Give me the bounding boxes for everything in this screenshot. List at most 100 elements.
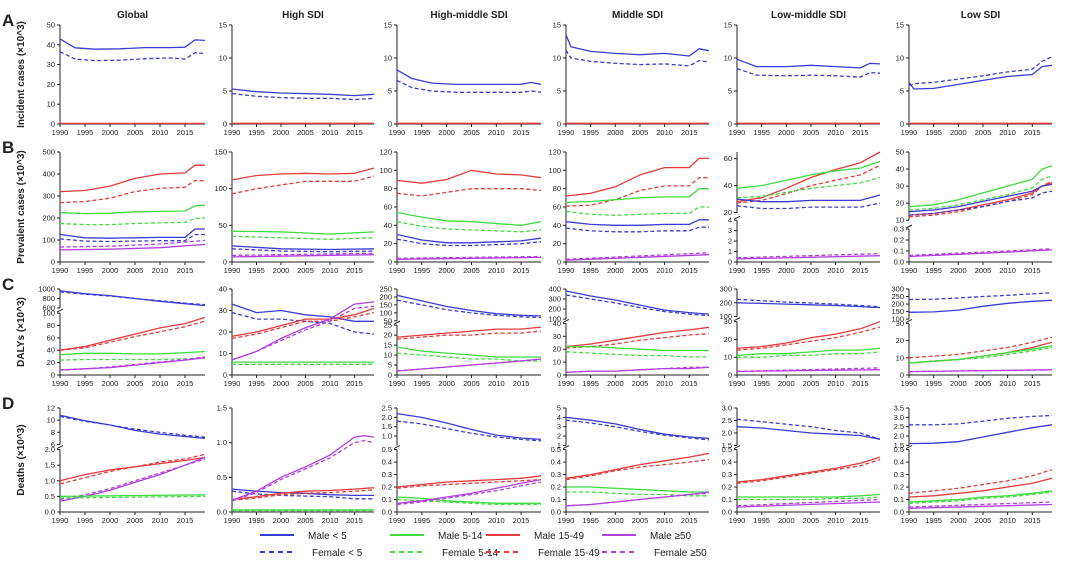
y-tick-label: 20 xyxy=(553,345,561,354)
series-line xyxy=(908,424,1053,445)
x-tick-label: 1990 xyxy=(901,379,918,388)
y-tick-label: 50 xyxy=(219,221,227,230)
x-tick-label: 2000 xyxy=(778,266,795,275)
x-tick-label: 2015 xyxy=(346,379,363,388)
x-tick-label: 2010 xyxy=(488,516,505,525)
x-tick-label: 2015 xyxy=(681,128,698,137)
panel-B-2: 1990 1995 2000 2005 2010 2015 0 20 40 60 80 100 120 xyxy=(379,148,542,275)
series-line xyxy=(565,177,709,207)
series-line xyxy=(736,501,881,508)
y-tick-label: 40 xyxy=(553,221,561,230)
series-line xyxy=(566,345,709,352)
series-line xyxy=(908,341,1053,364)
y-tick-label: 12 xyxy=(47,404,55,413)
panel-B-3: 1990 1995 2000 2005 2010 2015 0 20 40 60 80 100 120 xyxy=(548,148,710,275)
series-line xyxy=(396,238,542,247)
series-line xyxy=(565,366,709,374)
y-tick-label: 0.5 xyxy=(894,445,904,454)
y-tick-label: 20 xyxy=(724,208,732,217)
x-tick-label: 2010 xyxy=(488,266,505,275)
y-tick-label: 0 xyxy=(728,258,732,267)
series-line xyxy=(736,202,881,210)
series-line xyxy=(231,301,375,361)
x-tick-label: 2015 xyxy=(681,379,698,388)
series-line xyxy=(59,164,205,193)
y-tick-label: 3.0 xyxy=(722,404,732,413)
x-tick-label: 2015 xyxy=(852,128,869,137)
series-line xyxy=(396,256,542,260)
x-tick-label: 2010 xyxy=(656,128,673,137)
y-tick-label: 150 xyxy=(891,307,904,316)
column-title: High SDI xyxy=(282,10,324,21)
x-tick-label: 2010 xyxy=(827,379,844,388)
y-tick-label: 50 xyxy=(896,148,904,157)
y-tick-label: 0.5 xyxy=(45,492,55,501)
x-tick-label: 1990 xyxy=(52,128,69,137)
axis-break-mark xyxy=(733,215,741,220)
panel-A-1: 1990 1995 2000 2005 2010 2015 0 5 10 15 xyxy=(219,21,375,137)
x-tick-label: 2005 xyxy=(803,266,820,275)
series-line xyxy=(396,255,542,259)
y-tick-label: 30 xyxy=(219,306,227,315)
y-tick-label: 40 xyxy=(47,40,55,49)
y-tick-label: 20 xyxy=(384,239,392,248)
y-tick-label: 20 xyxy=(724,335,732,344)
series-line xyxy=(565,419,710,441)
y-tick-label: 10 xyxy=(724,353,732,362)
series-line xyxy=(231,435,375,501)
series-line xyxy=(231,88,375,97)
x-tick-label: 2010 xyxy=(322,516,339,525)
series-line xyxy=(736,252,881,259)
series-line xyxy=(908,345,1053,364)
y-tick-label: 2.0 xyxy=(45,445,55,454)
x-tick-label: 2000 xyxy=(950,266,967,275)
legend-item: Male 15-49 xyxy=(486,531,584,542)
x-tick-label: 2000 xyxy=(778,379,795,388)
x-tick-label: 2005 xyxy=(975,379,992,388)
y-tick-label: 0 xyxy=(223,371,227,380)
series-line xyxy=(396,475,542,488)
y-tick-label: 10 xyxy=(219,54,227,63)
series-line xyxy=(59,228,205,239)
y-tick-label: 0.2 xyxy=(894,483,904,492)
series-line xyxy=(565,492,710,507)
series-line xyxy=(565,34,710,57)
x-tick-label: 2015 xyxy=(1024,266,1041,275)
x-tick-label: 1995 xyxy=(413,128,430,137)
x-tick-label: 2005 xyxy=(297,128,314,137)
x-tick-label: 2005 xyxy=(127,266,144,275)
y-tick-label: 0 xyxy=(900,371,904,380)
y-tick-label: 1.5 xyxy=(722,441,732,450)
y-tick-label: 30 xyxy=(724,317,732,326)
x-tick-label: 1995 xyxy=(248,379,265,388)
axis-break-mark xyxy=(562,445,570,450)
series-line xyxy=(396,233,542,244)
x-tick-label: 1990 xyxy=(558,516,575,525)
legend-item: Female < 5 xyxy=(260,548,363,559)
y-tick-label: 60 xyxy=(47,333,55,342)
series-line xyxy=(736,298,881,308)
series-line xyxy=(565,188,709,204)
y-tick-label: 20 xyxy=(219,328,227,337)
series-line xyxy=(736,176,881,199)
y-tick-label: 0.4 xyxy=(382,458,392,467)
x-tick-label: 1995 xyxy=(753,128,770,137)
y-tick-label: 10 xyxy=(896,216,904,225)
y-tick-label: 100 xyxy=(379,308,392,317)
x-tick-label: 1995 xyxy=(77,379,94,388)
series-line xyxy=(908,477,1053,498)
panel-B-0: 1990 1995 2000 2005 2010 2015 0 100 200 300 400 500 xyxy=(42,148,206,275)
series-line xyxy=(736,418,881,440)
x-tick-label: 2010 xyxy=(999,266,1016,275)
y-tick-label: 60 xyxy=(384,203,392,212)
y-tick-label: 2.0 xyxy=(382,413,392,422)
series-line xyxy=(231,489,375,501)
series-line xyxy=(908,299,1053,313)
y-tick-label: 40 xyxy=(47,346,55,355)
y-tick-label: 0.4 xyxy=(894,458,904,467)
y-tick-label: 0.0 xyxy=(894,258,904,267)
x-tick-label: 2005 xyxy=(803,128,820,137)
x-tick-label: 2015 xyxy=(513,516,530,525)
